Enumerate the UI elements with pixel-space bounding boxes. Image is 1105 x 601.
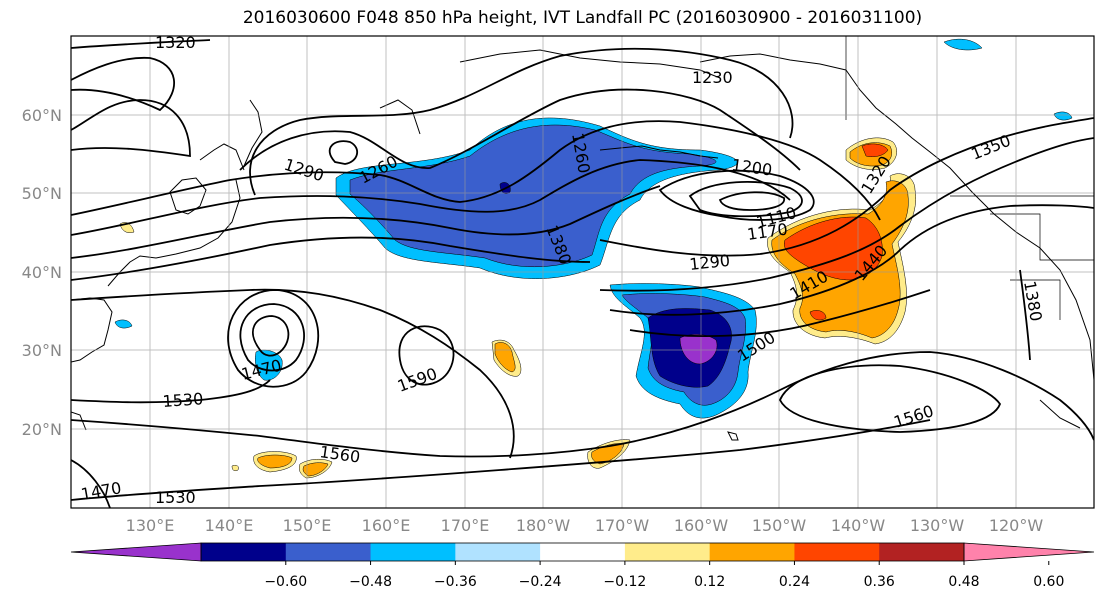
colorbar-cell	[709, 543, 795, 561]
colorbar-cell	[201, 543, 287, 561]
lon-label: 130°W	[910, 516, 965, 535]
map-frame	[70, 35, 1095, 509]
lat-label: 50°N	[22, 184, 62, 203]
lon-label: 160°W	[674, 516, 729, 535]
colorbar-cell	[879, 543, 965, 561]
contour-label: 1530	[162, 389, 204, 411]
lat-label: 20°N	[22, 420, 62, 439]
lon-label: 150°E	[283, 516, 332, 535]
colorbar-cell	[370, 543, 456, 561]
lat-label: 40°N	[22, 263, 62, 282]
gridlines	[71, 36, 1094, 508]
contour-label: 1530	[155, 488, 196, 507]
contour-label: 1290	[688, 251, 730, 274]
colorbar-min-extension	[71, 543, 201, 561]
colorbar-tick-label: 0.60	[1033, 574, 1064, 590]
lon-label: 140°E	[205, 516, 254, 535]
colorbar-cell	[455, 543, 541, 561]
ivt-negative-shading	[114, 38, 1073, 419]
colorbar-tick-label: 0.24	[779, 574, 810, 590]
colorbar-tick-label: 0.36	[864, 574, 895, 590]
lon-label: 120°W	[989, 516, 1044, 535]
lon-label: 160°E	[362, 516, 411, 535]
lon-label: 180°W	[516, 516, 571, 535]
colorbar-cell	[540, 543, 626, 561]
colorbar-cell	[624, 543, 711, 561]
borders	[845, 36, 1094, 320]
colorbar-tick-label: −0.36	[434, 574, 477, 590]
lon-label: 130°E	[126, 516, 175, 535]
lat-label: 60°N	[22, 106, 62, 125]
map-title: 2016030600 F048 850 hPa height, IVT Land…	[242, 8, 923, 28]
colorbar-tick-label: −0.12	[603, 574, 646, 590]
colorbar-cell	[794, 543, 880, 561]
latitude-labels: 60°N 50°N 40°N 30°N 20°N	[22, 106, 62, 439]
colorbar-max-extension	[964, 543, 1094, 561]
colorbar-tick-label: −0.60	[264, 574, 307, 590]
colorbar: −0.60 −0.48 −0.36 −0.24 −0.12 0.12 0.24 0.36 0.4…	[70, 542, 1095, 590]
colorbar-tick-label: 0.12	[694, 574, 725, 590]
colorbar-tick-label: −0.24	[519, 574, 562, 590]
height-contours	[71, 39, 1094, 508]
lon-label: 170°W	[595, 516, 650, 535]
colorbar-cell	[285, 543, 372, 561]
contour-label: 1320	[155, 33, 196, 52]
colorbar-tick-label: −0.48	[349, 574, 392, 590]
colorbar-tick-label: 0.48	[948, 574, 979, 590]
lon-label: 150°W	[752, 516, 807, 535]
lon-label: 140°W	[831, 516, 886, 535]
lat-label: 30°N	[22, 341, 62, 360]
contour-label: 1230	[692, 68, 733, 87]
lon-label: 170°E	[441, 516, 490, 535]
longitude-labels: 130°E 140°E 150°E 160°E 170°E 180°W 170°…	[126, 516, 1044, 535]
